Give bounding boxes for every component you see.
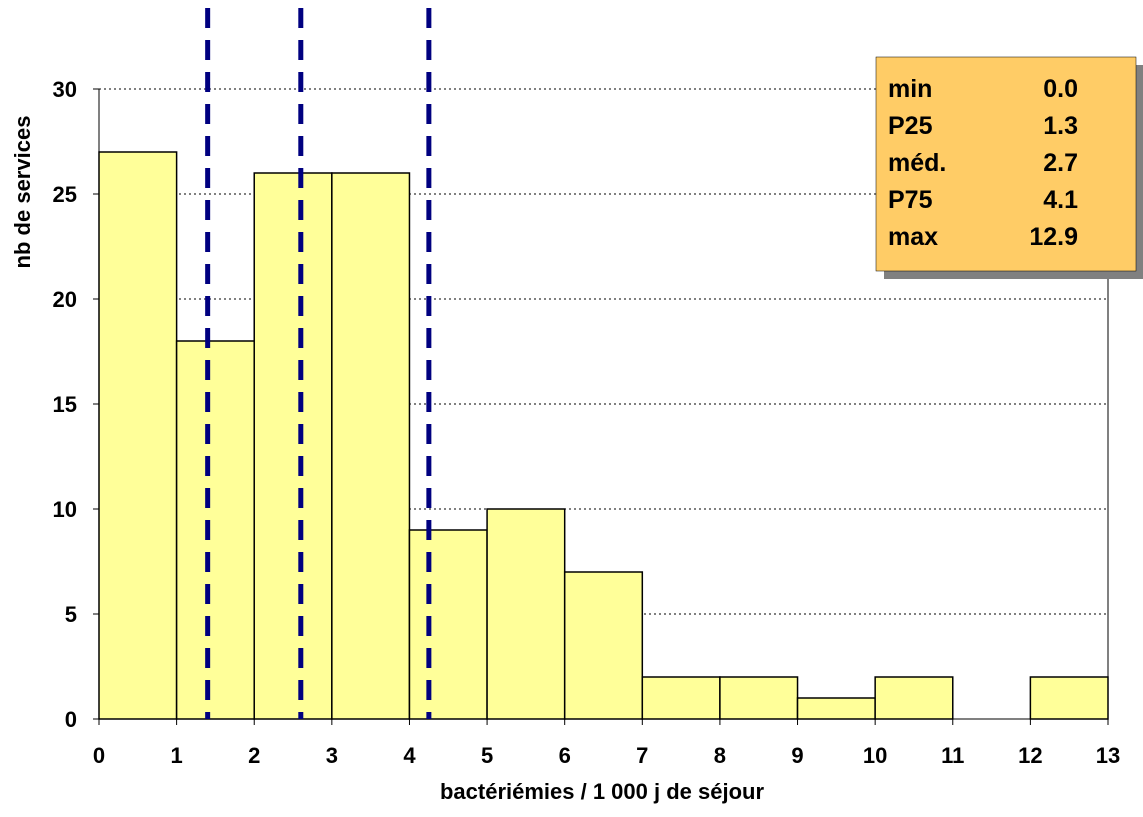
stats-rows: min 0.0 P25 1.3 méd. 2.7 P75 4.1 max 12.9 <box>888 75 1078 251</box>
stats-value: 0.0 <box>1043 75 1078 103</box>
x-tick-label: 2 <box>248 743 260 768</box>
x-tick-label: 4 <box>403 743 416 768</box>
stats-label: min <box>888 75 932 103</box>
y-axis-title: nb de services <box>10 116 35 269</box>
reference-lines-layer <box>205 8 432 719</box>
histogram-bar <box>874 676 954 720</box>
histogram-bar <box>486 508 566 720</box>
x-tick-label: 10 <box>863 743 887 768</box>
y-tick-label: 15 <box>53 392 77 417</box>
stats-value: 2.7 <box>1043 149 1078 177</box>
y-tick-label: 0 <box>65 707 77 732</box>
stats-label: P75 <box>888 186 933 214</box>
y-tick-label: 25 <box>53 182 77 207</box>
histogram-bar <box>408 529 488 720</box>
x-tick-label: 5 <box>481 743 493 768</box>
stats-label: méd. <box>888 149 946 177</box>
y-tick-label: 5 <box>65 602 77 627</box>
stats-value: 12.9 <box>1029 223 1078 251</box>
histogram-bar <box>1029 676 1109 720</box>
x-tick-label: 9 <box>791 743 803 768</box>
histogram-bar <box>796 697 876 720</box>
stats-box-background <box>875 56 1137 272</box>
histogram-bar <box>175 340 255 720</box>
bars-layer <box>98 151 1109 720</box>
x-axis-title: bactériémies / 1 000 j de séjour <box>440 779 764 804</box>
histogram-bar <box>253 172 333 720</box>
stats-label: max <box>888 223 938 251</box>
y-tick-label: 30 <box>53 77 77 102</box>
x-tick-label: 6 <box>559 743 571 768</box>
stats-label: P25 <box>888 112 933 140</box>
x-tick-label: 8 <box>714 743 726 768</box>
histogram-bar <box>641 676 721 720</box>
x-tick-label: 13 <box>1096 743 1120 768</box>
stats-box: min 0.0 P25 1.3 méd. 2.7 P75 4.1 max 12.9 <box>875 56 1143 279</box>
x-tick-label: 0 <box>93 743 105 768</box>
y-tick-label: 10 <box>53 497 77 522</box>
histogram-bar <box>563 571 644 720</box>
x-tick-label: 11 <box>941 743 964 768</box>
x-tick-label: 1 <box>170 743 182 768</box>
histogram-bar <box>719 676 799 720</box>
histogram-bar <box>331 172 411 720</box>
x-tick-label: 12 <box>1018 743 1042 768</box>
stats-value: 1.3 <box>1043 112 1078 140</box>
stats-value: 4.1 <box>1043 186 1078 214</box>
histogram-bar <box>98 151 178 720</box>
x-tick-label: 7 <box>636 743 648 768</box>
x-tick-label: 3 <box>326 743 338 768</box>
y-tick-label: 20 <box>53 287 77 312</box>
